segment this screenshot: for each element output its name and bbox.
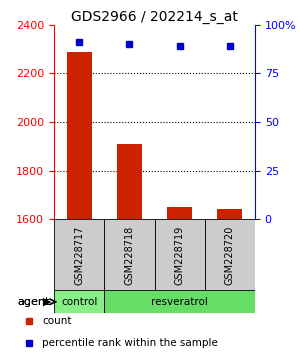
Bar (67, 52, 92, 219)
Text: agent: agent (18, 297, 50, 307)
Bar (104, 219, 154, 290)
Text: resveratrol: resveratrol (151, 297, 208, 307)
Text: control: control (61, 297, 97, 307)
Bar (54, 219, 104, 290)
Bar (205, 219, 255, 290)
Bar (104, 290, 255, 313)
Text: GSM228718: GSM228718 (124, 225, 134, 285)
Text: agent: agent (17, 297, 50, 307)
Bar (154, 219, 205, 290)
Bar (54, 290, 104, 313)
Text: count: count (42, 316, 72, 326)
Text: GSM228717: GSM228717 (74, 225, 84, 285)
Text: percentile rank within the sample: percentile rank within the sample (42, 338, 218, 348)
Bar (117, 144, 142, 219)
Text: GSM228720: GSM228720 (225, 225, 235, 285)
Text: ▶: ▶ (43, 297, 51, 307)
Bar (217, 209, 242, 219)
Bar (167, 207, 192, 219)
Text: GSM228719: GSM228719 (175, 225, 184, 285)
Title: GDS2966 / 202214_s_at: GDS2966 / 202214_s_at (71, 10, 238, 24)
